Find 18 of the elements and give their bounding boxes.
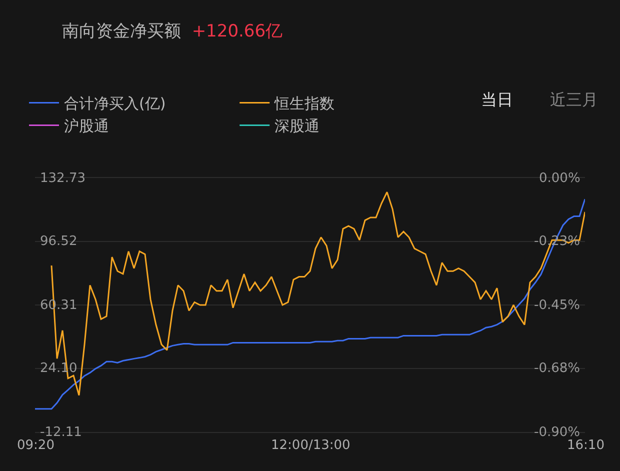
text: 当日 [481, 90, 513, 109]
y-tick-label: -12.11 [40, 425, 82, 440]
legend-label: 恒生指数 [274, 94, 335, 113]
legend-label: 深股通 [274, 117, 320, 136]
y2-tick-label: -0.45% [534, 298, 580, 313]
text: 近三月 [550, 90, 598, 109]
y2-tick-label: -0.90% [534, 425, 580, 440]
x-tick-label: 12:00/13:00 [271, 438, 350, 453]
y2-tick-label: -0.68% [534, 361, 580, 376]
y-tick-label: 132.73 [40, 171, 86, 186]
x-tick-label: 16:10 [567, 438, 604, 453]
chart-title: 南向资金净买额 [62, 22, 181, 42]
chart-subtitle: +120.66亿 [192, 22, 283, 42]
y2-tick-label: 0.00% [539, 171, 580, 186]
legend-label: 沪股通 [64, 117, 109, 136]
y-tick-label: 96.52 [40, 234, 78, 249]
x-tick-label: 09:20 [17, 438, 54, 453]
legend-label: 合计净买入(亿) [64, 94, 166, 113]
